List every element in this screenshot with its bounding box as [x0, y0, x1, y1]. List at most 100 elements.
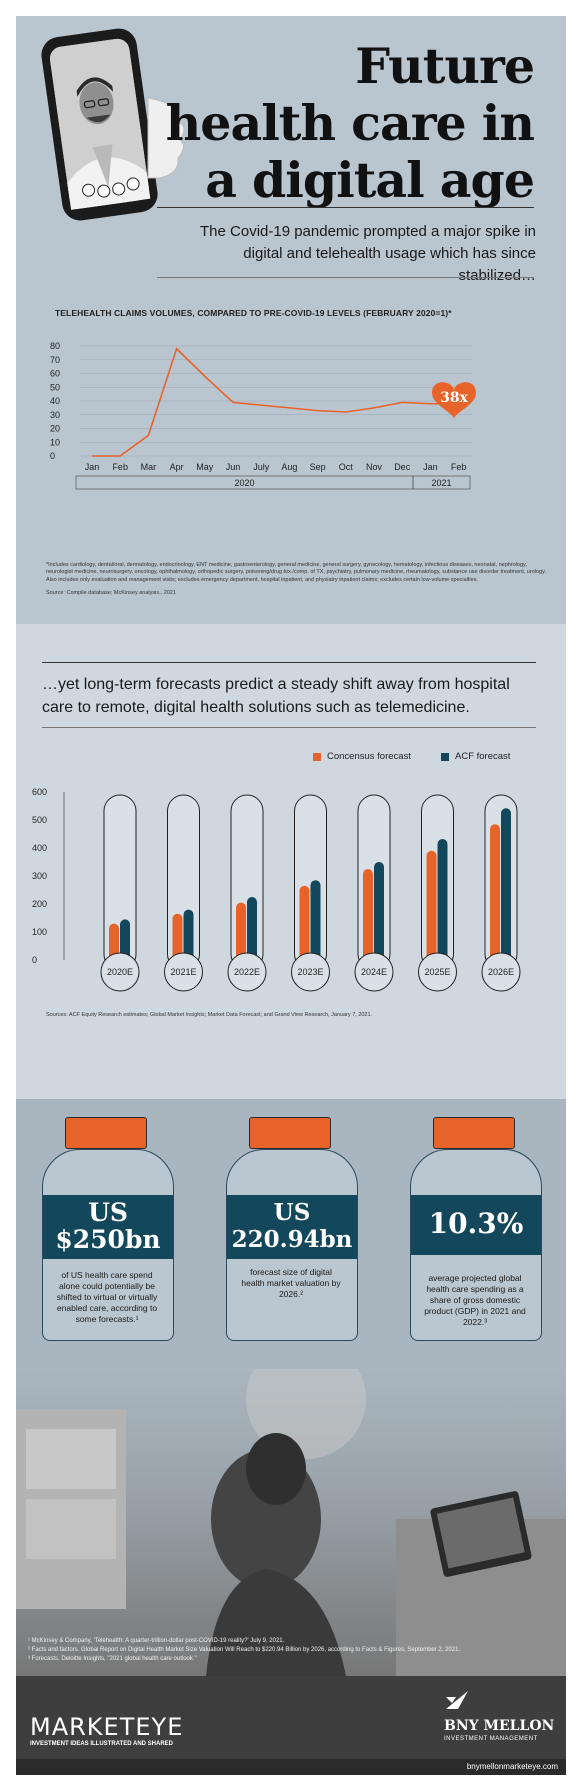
x-tick-label: Aug [281, 462, 297, 472]
y-tick-label: 500 [32, 815, 47, 825]
bar [172, 913, 183, 964]
forecast-lead: …yet long-term forecasts predict a stead… [42, 676, 510, 716]
chart-note: *Includes cardiology, dental/oral, derma… [46, 562, 546, 583]
bny-logo-icon [444, 1689, 470, 1716]
y-tick-label: 30 [50, 410, 60, 420]
y-tick-label: 50 [50, 382, 60, 392]
stat-value: US $250bn [43, 1195, 173, 1259]
bottle-cap [433, 1117, 515, 1149]
x-tick-label: July [253, 462, 270, 472]
page-title: Future health care in a digital age [165, 37, 535, 209]
stat-description: of US health care spend alone could pote… [56, 1270, 158, 1324]
y-tick-label: 200 [32, 899, 47, 909]
y-tick-label: 80 [50, 341, 60, 351]
legend-item-acf: ACF forecast [441, 751, 510, 762]
stat-card-1: US $250bn of US health care spend alone c… [42, 1099, 174, 1349]
footnote: ² Facts and factors. Global Report on Di… [28, 1647, 461, 1653]
thermometer-bulb [100, 952, 140, 992]
x-group-label: 2021 [431, 478, 451, 488]
x-tick-label: May [196, 462, 214, 472]
bottle-cap [65, 1117, 147, 1149]
divider [42, 662, 536, 663]
y-tick-label: 20 [50, 424, 60, 434]
divider [42, 727, 536, 728]
heart-badge-icon [432, 382, 476, 419]
y-tick-label: 100 [32, 927, 47, 937]
line-chart-title: TELEHEALTH CLAIMS VOLUMES, COMPARED TO P… [55, 308, 452, 318]
forecast-section: …yet long-term forecasts predict a stead… [16, 624, 566, 1099]
y-tick-label: 60 [50, 369, 60, 379]
x-tick-label: Jan [85, 462, 100, 472]
bar [310, 880, 321, 964]
bar [501, 808, 511, 964]
footnote: ³ Forecasts, Deloitte Insights, "2021 gl… [28, 1656, 197, 1662]
legend-item-consensus: Concensus forecast [313, 751, 411, 762]
forecast-source: Sources: ACF Equity Research estimates; … [46, 1012, 373, 1018]
header-section: Future health care in a digital age The … [16, 16, 566, 624]
y-tick-label: 10 [50, 437, 60, 447]
y-tick-label: 40 [50, 396, 60, 406]
footnotes: ¹ McKinsey & Company, 'Telehealth: A qua… [28, 1637, 558, 1664]
bny-logo: BNY MELLON [444, 1718, 555, 1734]
bny-subtitle: INVESTMENT MANAGEMENT [444, 1736, 538, 1742]
stats-section: US $250bn of US health care spend alone c… [16, 1099, 566, 1676]
badge-label: 38x [440, 390, 468, 406]
x-group-box [412, 475, 471, 490]
x-tick-label: Feb [451, 462, 467, 472]
thermometer-bulb [481, 952, 521, 992]
x-tick-label: Dec [394, 462, 411, 472]
y-tick-label: 0 [50, 451, 55, 461]
stat-description: average projected global health care spe… [424, 1273, 526, 1327]
category-label: 2024E [361, 967, 387, 977]
category-label: 2023E [297, 967, 323, 977]
bar [183, 909, 194, 964]
category-label: 2026E [488, 967, 514, 977]
category-label: 2022E [234, 967, 260, 977]
phone-illustration [30, 28, 200, 228]
bar [299, 885, 310, 964]
x-tick-label: Jun [226, 462, 241, 472]
x-tick-label: Feb [112, 462, 128, 472]
background-photo [16, 1339, 566, 1676]
thermometer-bulb [164, 952, 203, 992]
legend-swatch [441, 752, 449, 761]
footnote: ¹ McKinsey & Company, 'Telehealth: A qua… [28, 1638, 285, 1644]
thermometer-bulb [354, 952, 394, 992]
y-tick-label: 600 [32, 787, 47, 797]
y-tick-label: 300 [32, 871, 47, 881]
category-label: 2025E [424, 967, 450, 977]
stat-value: US 220.94bn [227, 1195, 357, 1259]
chart-source: Source: Compile database; McKinsey analy… [46, 590, 176, 596]
bar [247, 897, 257, 964]
bottle-cap [249, 1117, 331, 1149]
category-label: 2020E [107, 967, 133, 977]
series-line [92, 347, 459, 457]
bar [236, 902, 246, 964]
site-url[interactable]: bnymellonmarketeye.com [466, 1762, 558, 1771]
x-tick-label: Nov [366, 462, 383, 472]
y-tick-label: 70 [50, 355, 60, 365]
footer-bar: bnymellonmarketeye.com [16, 1759, 566, 1775]
thermometer-bulb [291, 952, 330, 992]
thermometer-bulb [418, 952, 457, 992]
stat-card-2: US 220.94bn forecast size of digital heal… [226, 1099, 358, 1349]
thermometer-bulb [227, 952, 267, 992]
stat-description: forecast size of digital health market v… [241, 1267, 341, 1299]
forecast-bar-chart: 0 100 200 300 400 500 600 2020E 2021E 2022E 2023E 2… [32, 787, 521, 992]
y-tick-label: 0 [32, 955, 37, 965]
divider [157, 277, 534, 278]
marketeye-tagline: INVESTMENT IDEAS ILLUSTRATED AND SHARED [30, 1741, 174, 1747]
footer: MARKETEYE INVESTMENT IDEAS ILLUSTRATED A… [16, 1676, 566, 1775]
x-tick-label: Mar [141, 462, 157, 472]
bar [490, 824, 500, 964]
x-tick-label: Apr [170, 462, 184, 472]
divider [157, 207, 534, 208]
telehealth-line-chart: 0 10 20 30 40 50 60 70 80 Jan Feb Mar Apr May Jun July A… [50, 341, 476, 490]
x-tick-label: Jan [423, 462, 438, 472]
x-tick-label: Oct [339, 462, 354, 472]
marketeye-logo: MARKETEYE [30, 1713, 184, 1741]
bar [426, 850, 437, 964]
stat-card-3: 10.3% average projected global health ca… [410, 1099, 542, 1349]
bar [374, 862, 384, 964]
y-tick-label: 400 [32, 843, 47, 853]
